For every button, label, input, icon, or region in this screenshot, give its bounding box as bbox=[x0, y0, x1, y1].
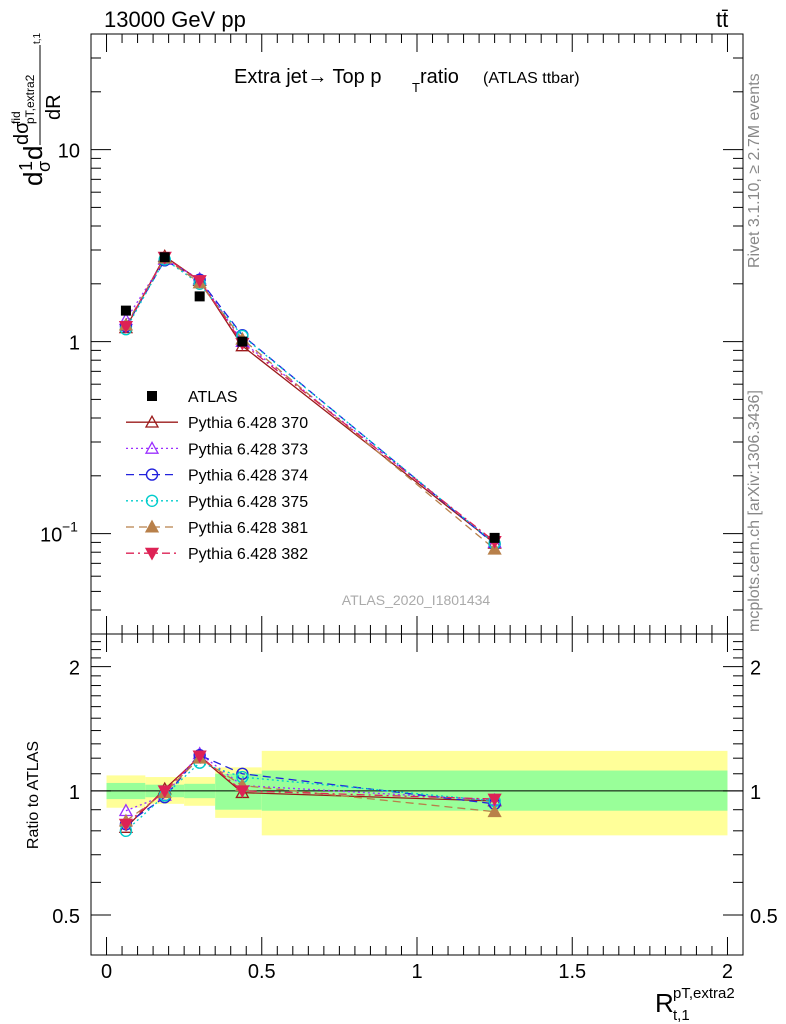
main-line-p370 bbox=[125, 255, 496, 544]
x-axis-label-sub: t,1 bbox=[673, 1007, 690, 1024]
y-axis-label-dsigma: dσ bbox=[11, 121, 33, 145]
series-markers bbox=[118, 249, 502, 838]
ratio-marker-p381 bbox=[487, 804, 502, 818]
legend-label-p381: Pythia 6.428 381 bbox=[188, 520, 308, 537]
y-axis-label-sigma: σ bbox=[34, 161, 54, 172]
ratio-marker-p382 bbox=[235, 785, 250, 799]
xtick-label: 0.5 bbox=[248, 961, 276, 983]
main-marker-p382 bbox=[192, 275, 207, 288]
main-marker-p382 bbox=[118, 320, 134, 334]
energy-label: 13000 GeV pp bbox=[104, 7, 246, 32]
legend-marker-p370 bbox=[144, 414, 160, 428]
legend-label-p374: Pythia 6.428 374 bbox=[188, 468, 308, 485]
series-lines bbox=[125, 255, 496, 832]
ratio-marker-p382 bbox=[487, 793, 502, 807]
ratio-ytick-label-left: 1 bbox=[69, 782, 80, 804]
xtick-label: 0 bbox=[101, 961, 112, 983]
main-ytick-label: 10 bbox=[58, 141, 80, 163]
data-point-atlas bbox=[194, 291, 205, 302]
legend-marker-p381 bbox=[144, 519, 160, 533]
x-axis-label-sup: pT,extra2 bbox=[673, 985, 735, 1002]
ratio-marker-p382 bbox=[157, 785, 172, 799]
data-point-atlas bbox=[489, 532, 500, 543]
y-axis-label-d: d bbox=[18, 172, 48, 186]
legend-marker-atlas bbox=[147, 391, 157, 401]
rivet-version-label: Rivet 3.1.10, ≥ 2.7M events bbox=[746, 73, 763, 268]
main-ytick-label: 10 bbox=[40, 525, 62, 547]
ratio-line-p382 bbox=[125, 755, 495, 825]
ratio-marker-p382 bbox=[118, 818, 134, 832]
main-panel-frame bbox=[90, 33, 744, 635]
legend-marker-p375 bbox=[145, 494, 159, 507]
legend: ATLAS Pythia 6.428 370 Pythia 6.428 373 Pyt… bbox=[126, 389, 308, 563]
y-axis-label-d2: d bbox=[18, 146, 48, 160]
xtick-label: 2 bbox=[722, 961, 733, 983]
y-axis-label-dR: dR bbox=[43, 94, 65, 120]
main-line-p381 bbox=[125, 257, 496, 550]
main-line-p374 bbox=[125, 259, 496, 545]
chart-title-sub: T bbox=[412, 80, 420, 95]
ratio-ytick-label-right: 1 bbox=[750, 782, 761, 804]
main-ytick-label: 1 bbox=[69, 333, 80, 355]
y-axis-label-t1: t,1 bbox=[32, 32, 43, 44]
xtick-label: 1.5 bbox=[558, 961, 586, 983]
legend-marker-p373 bbox=[144, 441, 160, 454]
ratio-ytick-label-left: 2 bbox=[69, 658, 80, 680]
legend-marker-p382 bbox=[144, 547, 160, 561]
chart-title-small: (ATLAS ttbar) bbox=[483, 70, 580, 87]
xtick-label: 1 bbox=[411, 961, 422, 983]
x-axis-label: R bbox=[655, 988, 674, 1018]
analysis-watermark: ATLAS_2020_I1801434 bbox=[342, 592, 491, 608]
y-axis-label-one: 1 bbox=[16, 161, 36, 171]
y-axis-label-fid: fid bbox=[9, 111, 23, 124]
legend-label-p375: Pythia 6.428 375 bbox=[188, 494, 308, 511]
ratio-ytick-label-right: 0.5 bbox=[750, 906, 778, 928]
data-point-atlas bbox=[237, 336, 248, 347]
main-ytick-label-exp: −1 bbox=[62, 519, 78, 535]
data-point-atlas bbox=[120, 305, 131, 316]
ratio-line-p374 bbox=[125, 754, 495, 825]
process-label: tt̄ bbox=[716, 7, 729, 32]
ratio-marker-p382 bbox=[192, 750, 207, 764]
ratio-ytick-label-left: 0.5 bbox=[52, 906, 80, 928]
y-axis-label-pt: pT,extra2 bbox=[23, 74, 37, 124]
axis-ticks bbox=[91, 33, 743, 956]
chart-title-tail: ratio bbox=[420, 66, 459, 88]
chart-title: Extra jet→ Top p bbox=[234, 66, 381, 88]
ratio-ytick-label-right: 2 bbox=[750, 658, 761, 680]
ratio-axis-label: Ratio to ATLAS bbox=[25, 741, 42, 849]
mcplots-label: mcplots.cern.ch [arXiv:1306.3436] bbox=[746, 390, 763, 632]
legend-label-p382: Pythia 6.428 382 bbox=[188, 546, 308, 563]
legend-label-atlas: ATLAS bbox=[188, 389, 238, 406]
legend-marker-p374 bbox=[145, 468, 159, 481]
legend-label-p370: Pythia 6.428 370 bbox=[188, 415, 308, 432]
legend-label-p373: Pythia 6.428 373 bbox=[188, 441, 308, 458]
data-point-atlas bbox=[159, 252, 170, 263]
